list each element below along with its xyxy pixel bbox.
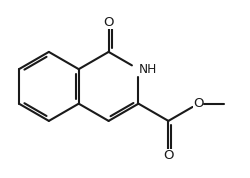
Text: O: O <box>163 149 173 162</box>
Text: NH: NH <box>138 63 157 76</box>
Text: O: O <box>193 97 203 110</box>
Text: O: O <box>103 16 114 29</box>
